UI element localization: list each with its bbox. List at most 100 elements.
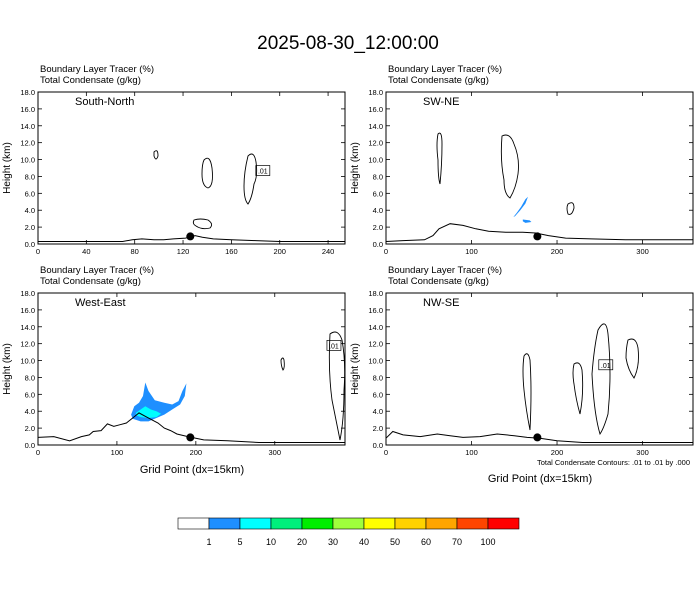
contour-label-box [255, 165, 271, 176]
field-label-condensate: Total Condensate (g/kg) [40, 276, 141, 287]
y-tick-label: 8.0 [25, 172, 35, 181]
y-tick-label: 6.0 [25, 189, 35, 198]
condensate-contour [280, 357, 285, 371]
colorbar-label: 50 [390, 537, 400, 547]
colorbar-label: 1 [206, 537, 211, 547]
colorbar-swatch [456, 517, 489, 530]
panel-title: West-East [75, 297, 126, 309]
colorbar-label: 5 [237, 537, 242, 547]
colorbar: 1 5 10 20 30 40 50 60 70 100 [177, 517, 520, 547]
panel-frame [37, 91, 346, 245]
panels: Boundary Layer Tracer (%)Total Condensat… [2, 64, 694, 457]
condensate-contour [500, 134, 519, 199]
y-tick-label: 12.0 [368, 340, 383, 349]
x-tick-label: 100 [465, 448, 478, 457]
x-tick-label: 240 [322, 247, 335, 256]
y-tick-label: 0.0 [25, 240, 35, 249]
x-tick-label: 0 [384, 247, 388, 256]
y-axis-title: Height (km) [350, 343, 361, 395]
contour-label: .01 [329, 343, 339, 350]
x-tick-label: 200 [273, 247, 286, 256]
x-tick-label: 100 [111, 448, 124, 457]
y-tick-label: 4.0 [25, 206, 35, 215]
y-tick-label: 16.0 [20, 306, 35, 315]
colorbar-label: 100 [480, 537, 495, 547]
x-tick-label: 0 [36, 448, 40, 457]
y-tick-label: 12.0 [368, 139, 383, 148]
colorbar-swatch [270, 517, 303, 530]
y-tick-label: 4.0 [25, 407, 35, 416]
y-axis-title: Height (km) [2, 142, 13, 194]
contour-label: .01 [601, 363, 611, 370]
contour-label: .01 [258, 169, 268, 176]
x-tick-label: 120 [177, 247, 190, 256]
condensate-contour [153, 150, 159, 160]
x-tick-label: 200 [190, 448, 203, 457]
y-tick-label: 14.0 [368, 122, 383, 131]
xlabel-nw-se: Grid Point (dx=15km) [488, 473, 592, 485]
terrain-line [385, 223, 693, 242]
y-tick-label: 18.0 [20, 289, 35, 298]
condensate-contour [522, 353, 532, 431]
y-tick-label: 6.0 [373, 189, 383, 198]
y-tick-label: 16.0 [368, 105, 383, 114]
colorbar-swatch [394, 517, 427, 530]
colorbar-swatch [363, 517, 396, 530]
field-label-condensate: Total Condensate (g/kg) [388, 75, 489, 86]
y-tick-label: 18.0 [368, 88, 383, 97]
y-tick-label: 2.0 [25, 223, 35, 232]
location-marker [186, 433, 195, 442]
y-tick-label: 2.0 [25, 424, 35, 433]
x-tick-label: 100 [465, 247, 478, 256]
field-label-tracer: Boundary Layer Tracer (%) [388, 265, 502, 276]
colorbar-swatch [425, 517, 458, 530]
colorbar-label: 30 [328, 537, 338, 547]
y-tick-label: 8.0 [373, 373, 383, 382]
y-tick-label: 8.0 [373, 172, 383, 181]
x-tick-label: 160 [225, 247, 238, 256]
y-tick-label: 12.0 [20, 340, 35, 349]
x-axis-title-left: Grid Point (dx=15km) [140, 464, 244, 476]
panel-frame [37, 292, 346, 446]
tracer-area [522, 219, 532, 223]
condensate-contour [243, 153, 258, 205]
field-label-condensate: Total Condensate (g/kg) [388, 276, 489, 287]
terrain-line [385, 430, 693, 443]
y-tick-label: 14.0 [20, 323, 35, 332]
field-label-tracer: Boundary Layer Tracer (%) [40, 64, 154, 75]
panel-title: SW-NE [423, 96, 459, 108]
location-marker [533, 232, 542, 241]
x-tick-label: 0 [36, 247, 40, 256]
y-tick-label: 2.0 [373, 424, 383, 433]
colorbar-swatch [239, 517, 272, 530]
colorbar-swatch [332, 517, 365, 530]
y-tick-label: 12.0 [20, 139, 35, 148]
terrain-line [38, 235, 345, 242]
x-tick-label: 200 [551, 448, 564, 457]
panel-frame [385, 91, 694, 245]
x-tick-label: 80 [131, 247, 139, 256]
panel-south-north: Boundary Layer Tracer (%)Total Condensat… [2, 64, 346, 256]
y-axis-title: Height (km) [350, 142, 361, 194]
field-label-tracer: Boundary Layer Tracer (%) [388, 64, 502, 75]
colorbar-label: 60 [421, 537, 431, 547]
panel-sw-ne: Boundary Layer Tracer (%)Total Condensat… [350, 64, 694, 256]
y-tick-label: 10.0 [20, 156, 35, 165]
contour-label-box [598, 359, 614, 371]
location-marker [533, 433, 542, 442]
y-tick-label: 10.0 [368, 156, 383, 165]
y-axis-title: Height (km) [2, 343, 13, 395]
y-tick-label: 6.0 [373, 390, 383, 399]
tracer-area [513, 196, 528, 217]
y-tick-label: 14.0 [20, 122, 35, 131]
field-label-tracer: Boundary Layer Tracer (%) [40, 265, 154, 276]
location-marker [186, 232, 195, 241]
panel-nw-se: Boundary Layer Tracer (%)Total Condensat… [350, 265, 694, 457]
condensate-contour [192, 218, 213, 230]
colorbar-label: 20 [297, 537, 307, 547]
main-title: 2025-08-30_12:00:00 [257, 33, 439, 54]
colorbar-label: 10 [266, 537, 276, 547]
condensate-contour [566, 202, 575, 215]
x-tick-label: 200 [551, 247, 564, 256]
colorbar-swatch [301, 517, 334, 530]
